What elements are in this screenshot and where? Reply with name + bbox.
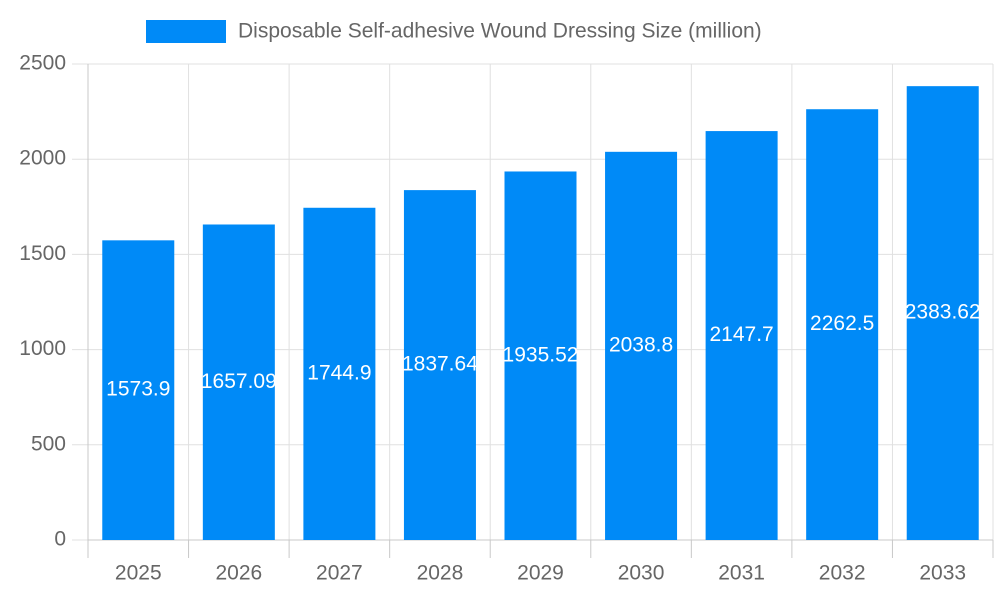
y-tick-label: 2500 [19, 52, 66, 75]
y-tick-label: 1000 [19, 337, 66, 360]
value-label: 2383.62 [905, 301, 981, 324]
legend-swatch [146, 20, 226, 43]
x-tick-label: 2030 [618, 562, 665, 585]
bar [504, 171, 577, 540]
x-tick-label: 2027 [316, 562, 363, 585]
x-tick-label: 2026 [215, 562, 262, 585]
value-label: 1573.9 [106, 378, 170, 401]
x-tick-label: 2029 [517, 562, 564, 585]
value-label: 2038.8 [609, 333, 673, 356]
value-label: 1935.52 [503, 343, 579, 366]
bar [605, 151, 678, 540]
x-tick-label: 2031 [718, 562, 765, 585]
value-label: 2262.5 [810, 312, 874, 335]
value-label: 1744.9 [307, 361, 371, 384]
value-label: 1657.09 [201, 370, 277, 393]
y-tick-label: 1500 [19, 242, 66, 265]
x-tick-label: 2028 [417, 562, 464, 585]
y-tick-label: 500 [31, 432, 66, 455]
bar [102, 240, 175, 540]
bar [906, 86, 979, 540]
bar [202, 224, 275, 541]
x-tick-label: 2033 [919, 562, 966, 585]
bar [806, 109, 879, 540]
x-tick-label: 2032 [819, 562, 866, 585]
value-label: 1837.64 [402, 353, 478, 376]
y-tick-label: 0 [54, 528, 66, 551]
legend-label: Disposable Self-adhesive Wound Dressing … [238, 20, 762, 43]
bar [403, 190, 476, 540]
x-tick-label: 2025 [115, 562, 162, 585]
y-tick-label: 2000 [19, 147, 66, 170]
value-label: 2147.7 [709, 323, 773, 346]
bar [303, 207, 376, 540]
bar [705, 131, 778, 540]
